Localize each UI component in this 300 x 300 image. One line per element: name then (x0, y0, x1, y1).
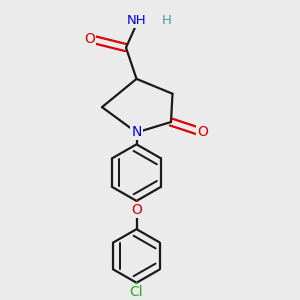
Text: NH: NH (127, 14, 146, 27)
Text: Cl: Cl (130, 285, 143, 299)
Text: H: H (162, 14, 171, 27)
Text: O: O (197, 125, 208, 140)
Text: O: O (85, 32, 95, 46)
Text: N: N (131, 125, 142, 140)
Text: O: O (131, 203, 142, 217)
